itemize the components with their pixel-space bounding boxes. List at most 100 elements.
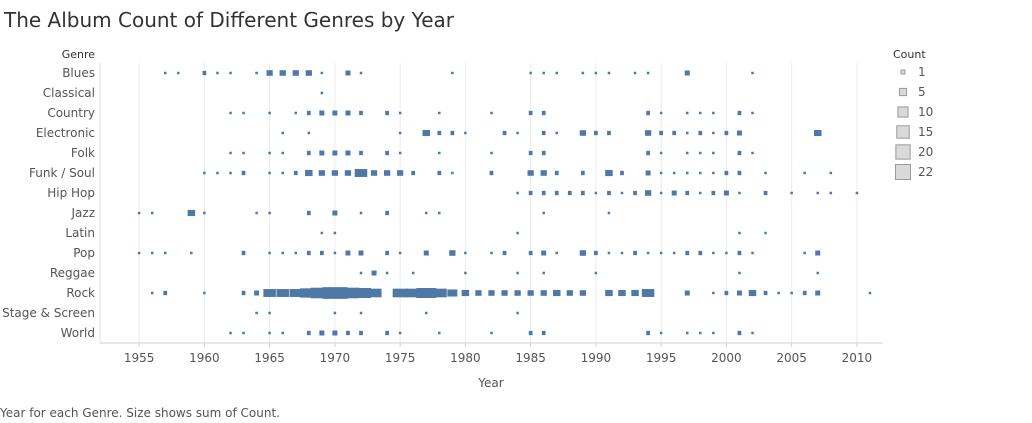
data-point[interactable] bbox=[464, 251, 467, 255]
data-point[interactable] bbox=[359, 110, 363, 116]
data-point[interactable] bbox=[358, 250, 364, 256]
data-point[interactable] bbox=[268, 171, 271, 175]
data-point[interactable] bbox=[790, 191, 793, 195]
data-point[interactable] bbox=[763, 290, 768, 296]
data-point[interactable] bbox=[351, 288, 371, 298]
data-point[interactable] bbox=[345, 110, 351, 116]
data-point[interactable] bbox=[289, 289, 303, 297]
data-point[interactable] bbox=[306, 110, 311, 116]
data-point[interactable] bbox=[699, 331, 702, 335]
data-point[interactable] bbox=[816, 191, 820, 195]
data-point[interactable] bbox=[263, 289, 276, 297]
data-point[interactable] bbox=[528, 190, 533, 196]
data-point[interactable] bbox=[359, 271, 363, 275]
data-point[interactable] bbox=[737, 150, 742, 156]
data-point[interactable] bbox=[620, 170, 624, 176]
data-point[interactable] bbox=[527, 170, 534, 176]
data-point[interactable] bbox=[281, 251, 284, 255]
data-point[interactable] bbox=[383, 170, 391, 176]
data-point[interactable] bbox=[685, 190, 690, 196]
data-point[interactable] bbox=[451, 71, 454, 75]
data-point[interactable] bbox=[332, 110, 338, 116]
data-point[interactable] bbox=[385, 330, 389, 336]
data-point[interactable] bbox=[641, 289, 655, 297]
data-point[interactable] bbox=[475, 290, 482, 296]
data-point[interactable] bbox=[646, 251, 650, 255]
data-point[interactable] bbox=[163, 290, 168, 296]
data-point[interactable] bbox=[190, 251, 193, 255]
data-point[interactable] bbox=[229, 171, 232, 175]
data-point[interactable] bbox=[385, 250, 389, 256]
data-point[interactable] bbox=[488, 290, 495, 296]
data-point[interactable] bbox=[449, 250, 456, 256]
data-point[interactable] bbox=[803, 171, 806, 175]
data-point[interactable] bbox=[711, 190, 716, 196]
data-point[interactable] bbox=[359, 330, 363, 336]
data-point[interactable] bbox=[332, 330, 338, 336]
data-point[interactable] bbox=[307, 131, 311, 135]
data-point[interactable] bbox=[737, 170, 742, 176]
data-point[interactable] bbox=[646, 330, 650, 336]
data-point[interactable] bbox=[333, 311, 337, 315]
data-point[interactable] bbox=[751, 251, 754, 255]
data-point[interactable] bbox=[594, 271, 598, 275]
data-point[interactable] bbox=[242, 151, 245, 155]
data-point[interactable] bbox=[699, 171, 702, 175]
data-point[interactable] bbox=[306, 250, 311, 256]
data-point[interactable] bbox=[686, 131, 689, 135]
data-point[interactable] bbox=[370, 170, 378, 176]
data-point[interactable] bbox=[815, 250, 821, 256]
data-point[interactable] bbox=[737, 330, 742, 336]
data-point[interactable] bbox=[829, 191, 833, 195]
data-point[interactable] bbox=[633, 250, 637, 256]
data-point[interactable] bbox=[790, 291, 793, 295]
data-point[interactable] bbox=[359, 311, 363, 315]
data-point[interactable] bbox=[229, 331, 232, 335]
data-point[interactable] bbox=[631, 289, 639, 297]
data-point[interactable] bbox=[397, 170, 404, 176]
data-point[interactable] bbox=[306, 150, 311, 156]
data-point[interactable] bbox=[620, 251, 624, 255]
data-point[interactable] bbox=[451, 171, 454, 175]
data-point[interactable] bbox=[241, 250, 246, 256]
data-point[interactable] bbox=[516, 311, 519, 315]
data-point[interactable] bbox=[268, 251, 271, 255]
data-point[interactable] bbox=[346, 330, 350, 336]
data-point[interactable] bbox=[150, 251, 154, 255]
data-point[interactable] bbox=[164, 251, 167, 255]
data-point[interactable] bbox=[320, 71, 324, 75]
data-point[interactable] bbox=[345, 70, 351, 76]
data-point[interactable] bbox=[276, 289, 289, 297]
data-point[interactable] bbox=[748, 289, 757, 297]
data-point[interactable] bbox=[541, 330, 546, 336]
data-point[interactable] bbox=[620, 191, 624, 195]
data-point[interactable] bbox=[359, 71, 363, 75]
data-point[interactable] bbox=[737, 250, 742, 256]
data-point[interactable] bbox=[489, 170, 494, 176]
data-point[interactable] bbox=[490, 331, 493, 335]
data-point[interactable] bbox=[331, 170, 339, 176]
data-point[interactable] bbox=[644, 190, 652, 196]
data-point[interactable] bbox=[438, 111, 441, 115]
data-point[interactable] bbox=[699, 111, 702, 115]
data-point[interactable] bbox=[203, 291, 206, 295]
data-point[interactable] bbox=[751, 151, 754, 155]
data-point[interactable] bbox=[241, 170, 246, 176]
data-point[interactable] bbox=[541, 250, 547, 256]
data-point[interactable] bbox=[712, 131, 715, 135]
data-point[interactable] bbox=[385, 110, 389, 116]
data-point[interactable] bbox=[672, 130, 677, 136]
data-point[interactable] bbox=[336, 287, 360, 299]
data-point[interactable] bbox=[594, 71, 598, 75]
data-point[interactable] bbox=[815, 290, 821, 296]
data-point[interactable] bbox=[281, 151, 284, 155]
data-point[interactable] bbox=[255, 211, 258, 215]
data-point[interactable] bbox=[724, 130, 729, 136]
data-point[interactable] bbox=[294, 251, 298, 255]
data-point[interactable] bbox=[607, 251, 611, 255]
data-point[interactable] bbox=[751, 331, 754, 335]
data-point[interactable] bbox=[594, 130, 598, 136]
data-point[interactable] bbox=[580, 190, 585, 196]
data-point[interactable] bbox=[527, 290, 534, 296]
data-point[interactable] bbox=[268, 151, 271, 155]
